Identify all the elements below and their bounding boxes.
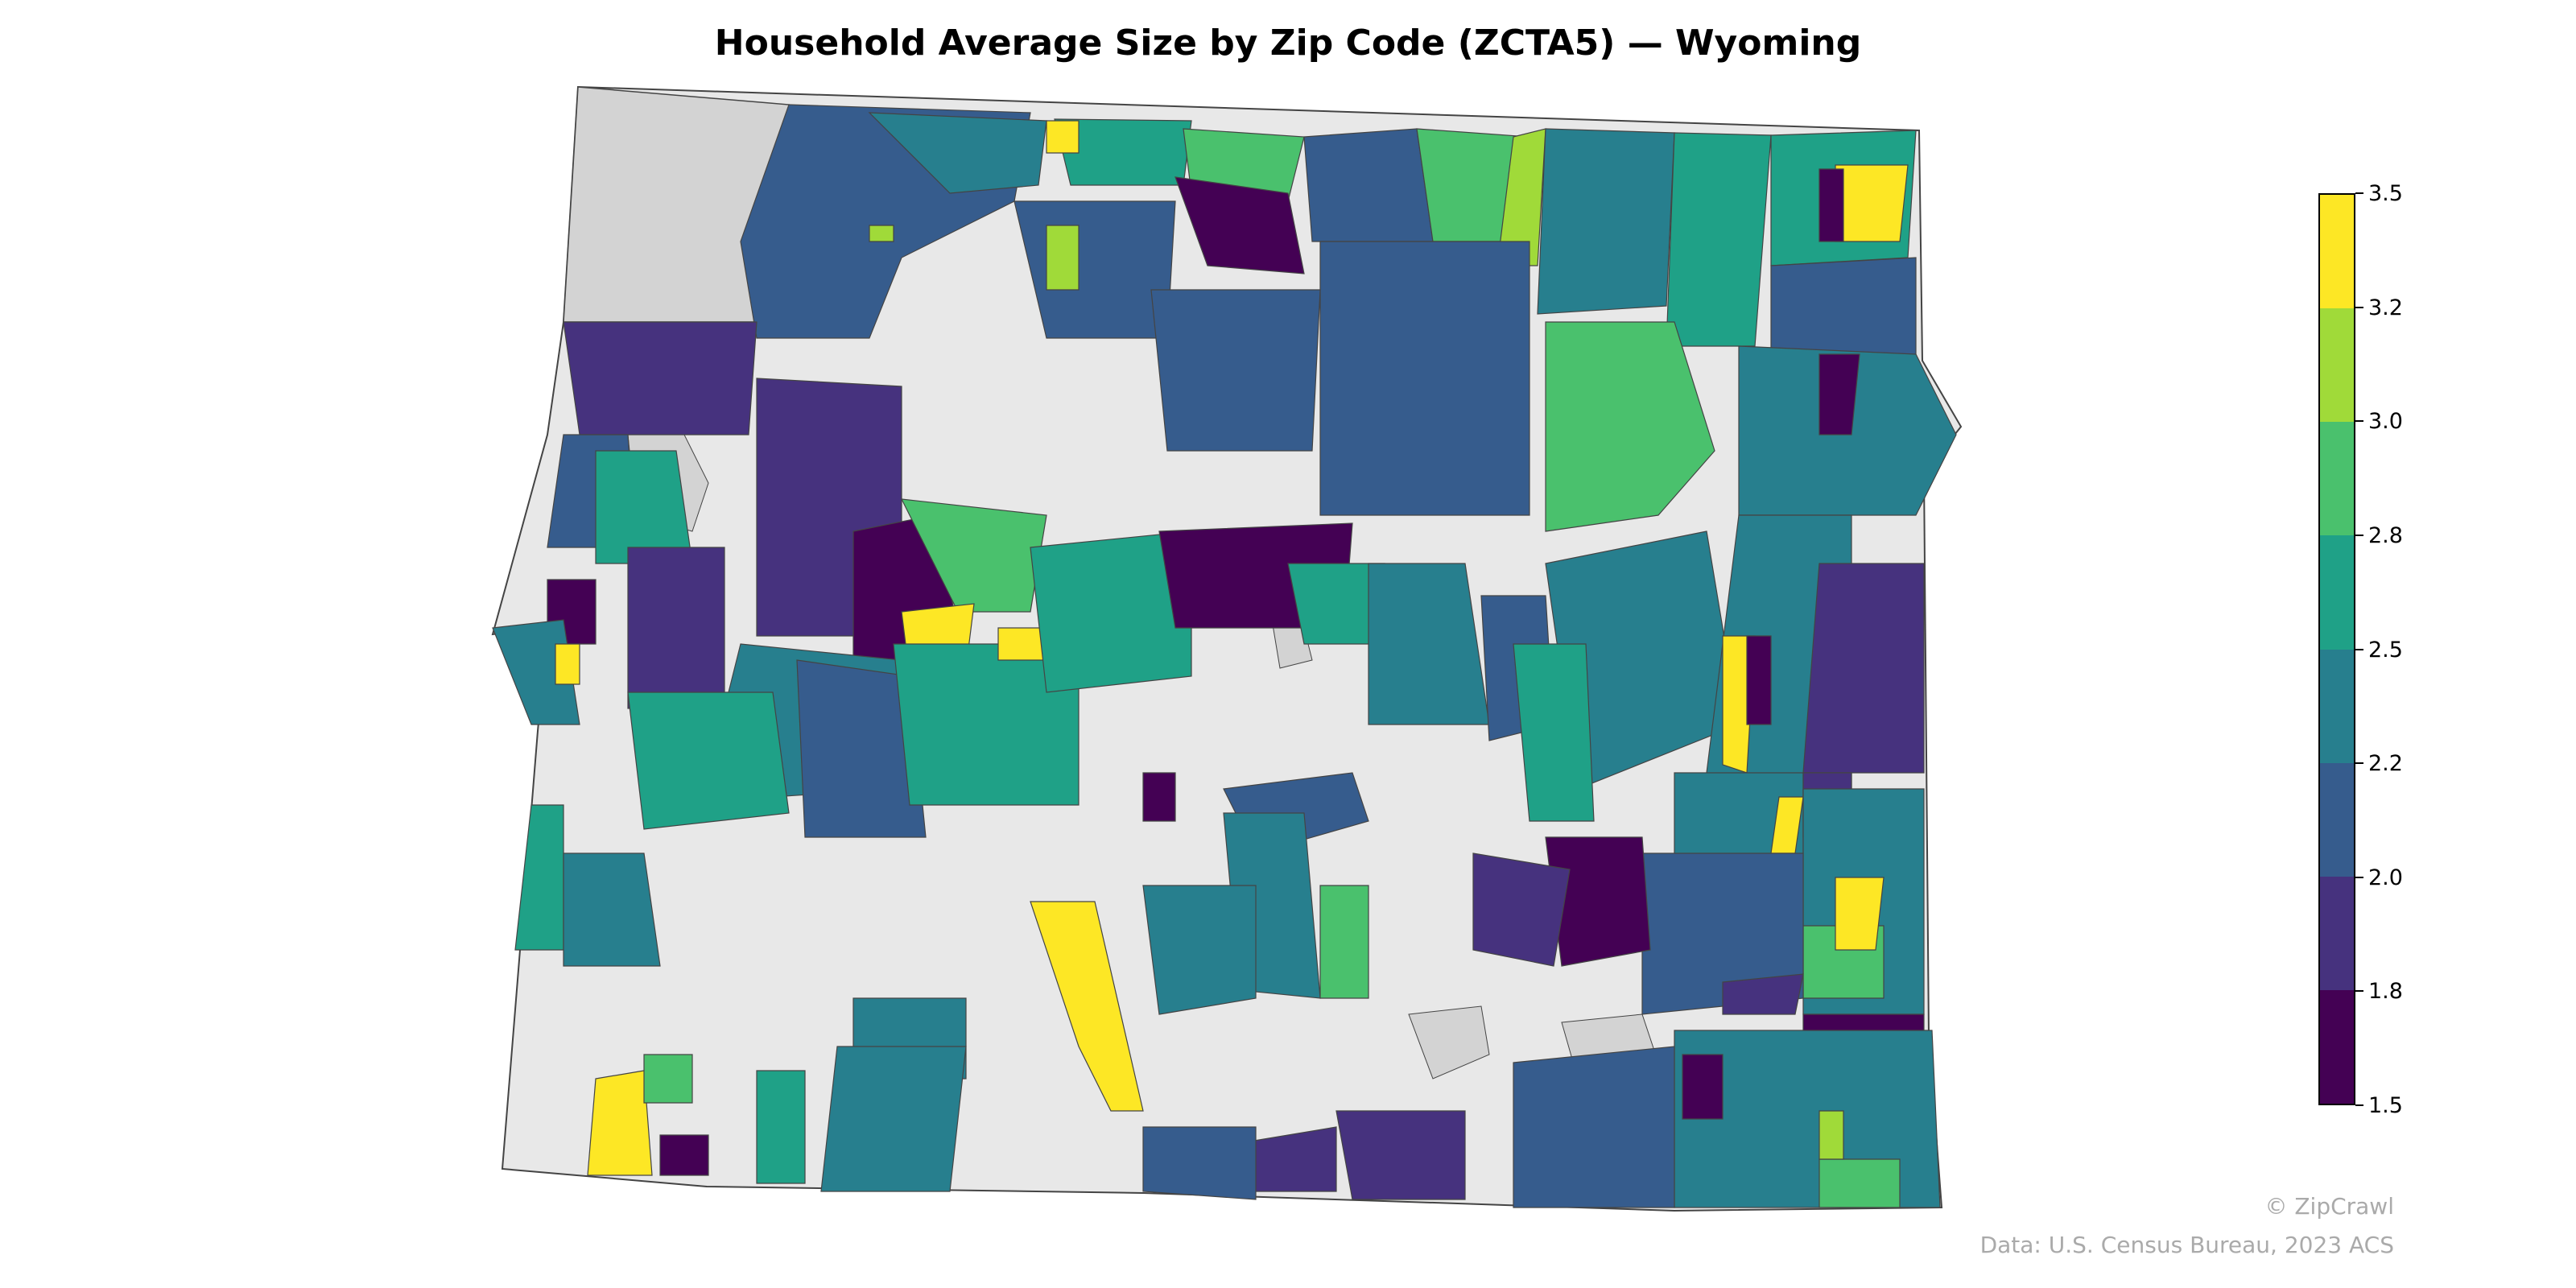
zcta-region (627, 547, 725, 709)
zcta-region (1030, 901, 1144, 1112)
zcta-region (1746, 635, 1772, 725)
zcta-region (587, 1070, 653, 1176)
map-title: Household Average Size by Zip Code (ZCTA… (714, 23, 1862, 64)
zcta-region (1513, 643, 1595, 822)
zcta-region (1641, 852, 1804, 1015)
zcta-region (997, 627, 1047, 661)
zcta-region (1142, 772, 1176, 822)
colorbar-tick-label: 2.5 (2368, 637, 2403, 663)
zcta-region (1496, 128, 1546, 266)
zcta-region (1319, 241, 1530, 516)
zcta-region (1666, 132, 1772, 347)
zcta-region (868, 112, 1047, 194)
zcta-region (514, 804, 564, 951)
zcta-region (643, 1054, 693, 1104)
zcta-region (595, 450, 693, 564)
colorbar-tick-label: 3.0 (2368, 409, 2403, 435)
zcta-regions (492, 104, 1957, 1208)
credit-text: © ZipCrawl (2264, 1193, 2394, 1220)
zcta-region (555, 643, 580, 685)
zcta-region (1722, 973, 1804, 1015)
zcta-region (1150, 289, 1321, 452)
zcta-region (1303, 128, 1434, 242)
zcta-region (563, 852, 661, 967)
colorbar-tick-label: 2.8 (2368, 522, 2403, 548)
zcta-region (659, 1134, 709, 1176)
colorbar-band (2320, 649, 2354, 763)
colorbar-band (2320, 876, 2354, 990)
zcta-region (1142, 885, 1257, 1015)
colorbar-band (2320, 762, 2354, 877)
zcta-region (1537, 128, 1675, 315)
zcta-region (1030, 530, 1192, 693)
zcta-region (1174, 176, 1305, 275)
zcta-region (1046, 120, 1080, 154)
colorbar-band (2320, 422, 2354, 536)
zcta-region (1472, 852, 1571, 967)
colorbar-tick-label: 2.0 (2368, 865, 2403, 890)
zcta-region (1545, 321, 1715, 532)
zcta-region (1319, 885, 1369, 999)
zcta-region (1835, 877, 1885, 951)
zcta-region (1802, 563, 1925, 774)
colorbar-tick-label: 1.5 (2368, 1093, 2403, 1118)
colorbar-band (2320, 989, 2354, 1104)
colorbar-band (2320, 535, 2354, 650)
zcta-region (1046, 225, 1080, 291)
zcta-region (1835, 164, 1909, 242)
zcta-region (1818, 353, 1860, 436)
zcta-region (820, 1046, 967, 1192)
source-text: Data: U.S. Census Bureau, 2023 ACS (1979, 1232, 2394, 1258)
zcta-region (756, 1070, 806, 1184)
colorbar (2318, 193, 2355, 1105)
colorbar-ticks: 1.5 1.8 2.0 2.2 2.5 2.8 3.0 3.2 3.5 (2355, 181, 2452, 1118)
colorbar-tick-label: 2.2 (2368, 751, 2403, 777)
colorbar-band (2320, 308, 2354, 423)
zcta-region (796, 659, 927, 838)
zcta-region (1142, 1126, 1257, 1200)
zcta-region (1818, 1158, 1901, 1208)
zcta-region (1335, 1110, 1466, 1200)
zcta-region (563, 321, 758, 436)
colorbar-tick-label: 1.8 (2368, 979, 2403, 1005)
zcta-region (900, 498, 1047, 613)
zcta-region (627, 691, 790, 830)
colorbar-tick-label: 3.2 (2368, 295, 2403, 320)
zcta-region (1818, 1110, 1844, 1160)
zcta-region (869, 225, 894, 242)
no-data-region (1408, 1005, 1490, 1080)
colorbar-band (2320, 195, 2354, 309)
zcta-region (1513, 1046, 1675, 1208)
zcta-region (1682, 1054, 1724, 1120)
colorbar-tick-label: 3.5 (2368, 181, 2403, 206)
zcta-region (1818, 168, 1844, 242)
